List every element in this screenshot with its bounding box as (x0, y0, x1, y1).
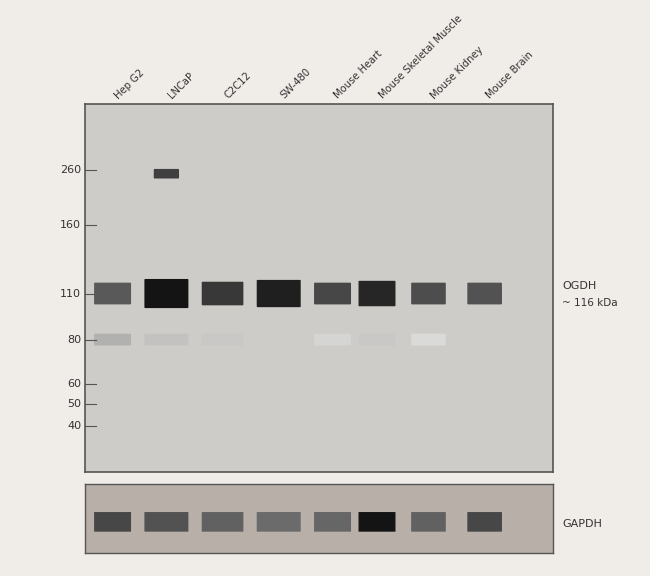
Text: Mouse Skeletal Muscle: Mouse Skeletal Muscle (377, 14, 464, 101)
FancyBboxPatch shape (411, 283, 446, 304)
Text: Mouse Brain: Mouse Brain (485, 50, 536, 101)
FancyBboxPatch shape (94, 283, 131, 304)
FancyBboxPatch shape (359, 512, 395, 532)
FancyBboxPatch shape (144, 279, 188, 308)
Text: 260: 260 (60, 165, 81, 175)
Text: 40: 40 (67, 421, 81, 431)
Text: 160: 160 (60, 221, 81, 230)
FancyBboxPatch shape (144, 334, 188, 346)
FancyBboxPatch shape (467, 512, 502, 532)
FancyBboxPatch shape (314, 334, 351, 346)
Text: GAPDH: GAPDH (562, 519, 602, 529)
Text: Mouse Heart: Mouse Heart (333, 49, 384, 101)
FancyBboxPatch shape (94, 512, 131, 532)
Text: C2C12: C2C12 (222, 70, 253, 101)
Text: LNCaP: LNCaP (166, 71, 196, 101)
FancyBboxPatch shape (257, 512, 301, 532)
FancyBboxPatch shape (359, 334, 395, 346)
FancyBboxPatch shape (411, 512, 446, 532)
FancyBboxPatch shape (202, 334, 243, 346)
FancyBboxPatch shape (314, 512, 351, 532)
Text: OGDH: OGDH (562, 281, 597, 291)
FancyBboxPatch shape (467, 283, 502, 304)
Text: 80: 80 (67, 335, 81, 344)
Text: 60: 60 (67, 379, 81, 389)
FancyBboxPatch shape (94, 334, 131, 346)
FancyBboxPatch shape (359, 281, 395, 306)
Text: 110: 110 (60, 289, 81, 298)
Text: Hep G2: Hep G2 (112, 67, 146, 101)
Text: Mouse Kidney: Mouse Kidney (428, 44, 485, 101)
FancyBboxPatch shape (314, 283, 351, 304)
FancyBboxPatch shape (154, 169, 179, 179)
FancyBboxPatch shape (202, 512, 243, 532)
FancyBboxPatch shape (202, 282, 243, 305)
Text: SW-480: SW-480 (279, 67, 313, 101)
Text: ~ 116 kDa: ~ 116 kDa (562, 298, 618, 308)
Text: 50: 50 (67, 399, 81, 409)
FancyBboxPatch shape (144, 512, 188, 532)
FancyBboxPatch shape (411, 334, 446, 346)
FancyBboxPatch shape (257, 280, 301, 307)
